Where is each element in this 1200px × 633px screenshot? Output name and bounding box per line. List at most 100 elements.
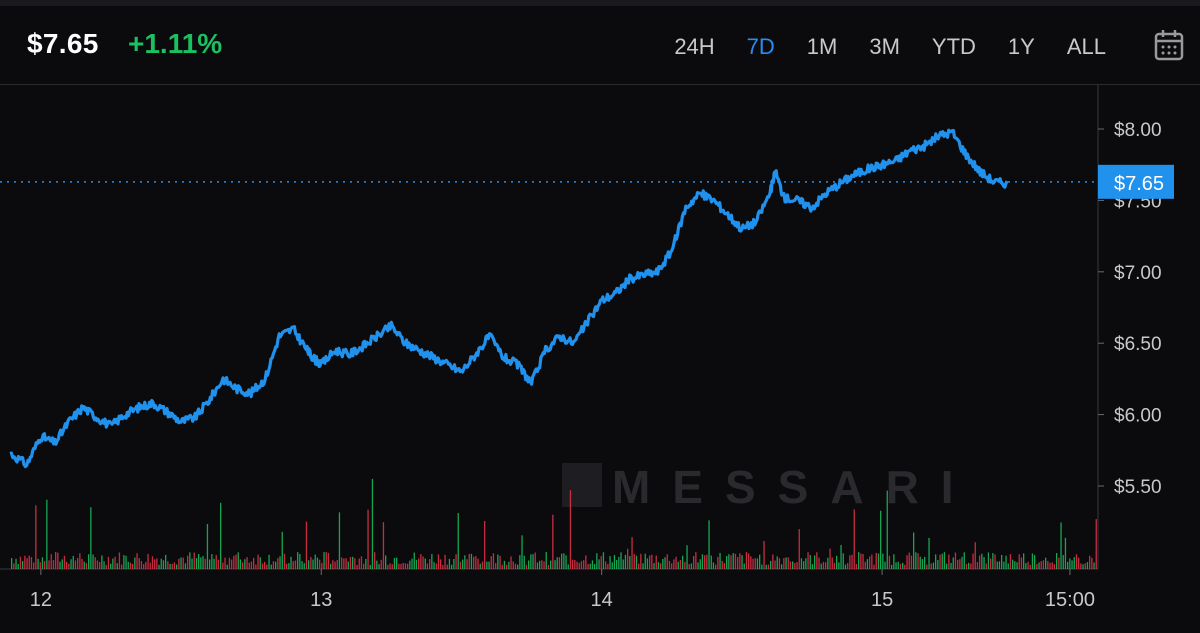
volume-bar [354, 558, 356, 569]
volume-bar [985, 563, 987, 569]
volume-bar [217, 559, 220, 569]
range-7d-button[interactable]: 7D [731, 30, 791, 64]
volume-bar [748, 553, 750, 569]
volume-bar [990, 558, 992, 569]
range-24h-button[interactable]: 24H [658, 30, 730, 64]
volume-bar [1080, 563, 1082, 569]
volume-bar [710, 555, 712, 569]
volume-bar [1064, 537, 1067, 569]
volume-bar [926, 564, 928, 569]
volume-bar [605, 561, 607, 569]
volume-bar [855, 564, 858, 569]
volume-bar [310, 557, 312, 569]
volume-bar [809, 555, 811, 569]
range-3m-button[interactable]: 3M [853, 30, 916, 64]
volume-bar [114, 556, 116, 569]
volume-bar [1091, 557, 1093, 569]
volume-bar [763, 541, 765, 569]
volume-bar [224, 557, 226, 569]
volume-bar [138, 558, 140, 569]
volume-bar [173, 562, 176, 569]
volume-bar [1001, 555, 1003, 569]
volume-bar [341, 557, 343, 569]
volume-bar [690, 563, 693, 569]
volume-bar [418, 558, 420, 569]
volume-bar [902, 562, 904, 569]
volume-bar [545, 552, 547, 569]
volume-bar [154, 559, 156, 569]
range-ytd-button[interactable]: YTD [916, 30, 992, 64]
volume-bar [147, 553, 149, 569]
volume-bar [125, 555, 127, 569]
volume-bar [165, 554, 167, 569]
volume-bar [231, 559, 233, 569]
volume-bar [1016, 562, 1018, 569]
volume-bar [90, 507, 92, 569]
volume-bar [811, 564, 814, 569]
volume-bar [935, 554, 937, 569]
volume-bar [792, 561, 794, 569]
volume-bar [607, 564, 609, 569]
volume-bar [151, 556, 154, 569]
volume-bar [939, 554, 941, 569]
volume-bar [1012, 559, 1014, 569]
volume-bar [512, 561, 514, 569]
volume-bar [459, 561, 462, 569]
volume-bar [1018, 554, 1020, 569]
volume-bar [327, 552, 330, 569]
y-tick-label: $6.50 [1114, 334, 1162, 355]
volume-bar [92, 554, 94, 569]
volume-bar [882, 553, 884, 569]
volume-bar [398, 563, 400, 569]
volume-bar [283, 553, 286, 569]
range-1m-button[interactable]: 1M [791, 30, 854, 64]
volume-bar [123, 555, 125, 569]
calendar-icon[interactable] [1154, 28, 1184, 62]
range-1y-button[interactable]: 1Y [992, 30, 1051, 64]
volume-bar [543, 561, 545, 569]
volume-bar [761, 564, 763, 569]
volume-bar [1034, 555, 1036, 569]
volume-bar [332, 560, 334, 569]
volume-bar [759, 554, 761, 569]
volume-bar [640, 553, 642, 569]
volume-bar [946, 563, 948, 569]
volume-bar [1075, 554, 1078, 569]
volume-bar [732, 553, 734, 569]
volume-bar [270, 564, 272, 569]
volume-bar [675, 556, 677, 569]
volume-bar [37, 558, 39, 569]
volume-bar [286, 563, 288, 569]
volume-bar [891, 564, 893, 569]
volume-bar [41, 557, 44, 569]
volume-bar [470, 553, 473, 569]
volume-bar [35, 505, 37, 569]
volume-bar [202, 556, 204, 569]
volume-bar [754, 558, 756, 569]
range-all-button[interactable]: ALL [1051, 30, 1122, 64]
volume-bar [723, 563, 726, 569]
volume-bar [1053, 564, 1056, 569]
volume-bar [1078, 557, 1080, 569]
volume-bar [807, 552, 809, 569]
volume-bar [118, 552, 121, 569]
volume-bar [17, 563, 19, 569]
volume-bar [360, 556, 363, 569]
volume-bar [712, 562, 715, 569]
volume-bar [426, 563, 429, 569]
volume-bar [816, 552, 818, 569]
volume-bar [532, 554, 534, 569]
volume-bar [908, 552, 910, 569]
volume-bar [387, 564, 389, 569]
volume-bar [11, 558, 13, 569]
volume-bar [829, 548, 831, 569]
volume-bar [959, 559, 961, 569]
volume-bar [44, 561, 46, 569]
volume-bar [305, 521, 308, 569]
volume-bar [649, 555, 651, 569]
volume-bar [334, 561, 336, 569]
volume-bar [820, 563, 822, 569]
volume-bar [220, 502, 222, 569]
volume-bar [167, 561, 169, 569]
volume-bar [136, 553, 138, 569]
